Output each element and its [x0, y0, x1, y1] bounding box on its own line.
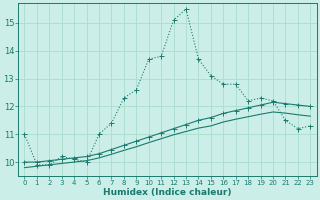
X-axis label: Humidex (Indice chaleur): Humidex (Indice chaleur) — [103, 188, 232, 197]
